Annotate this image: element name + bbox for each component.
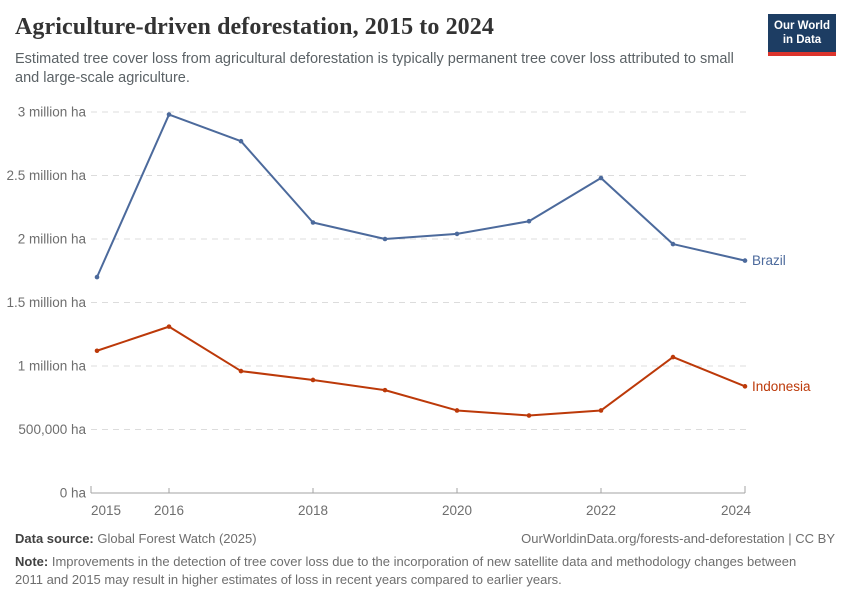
chart-subtitle: Estimated tree cover loss from agricultu… (15, 51, 734, 87)
data-point-indonesia-2023[interactable] (670, 354, 676, 360)
owid-link[interactable]: OurWorldinData.org/forests-and-deforesta… (521, 531, 785, 546)
series-line-brazil[interactable] (96, 113, 746, 278)
data-point-brazil-2019[interactable] (382, 236, 388, 242)
x-axis-label: 2022 (586, 503, 616, 518)
license-label: CC BY (795, 531, 835, 546)
line-chart[interactable]: 0 ha 500,000 ha 1 million ha 1.5 million ha… (0, 95, 850, 530)
footer-right: OurWorldinData.org/forests-and-deforesta… (521, 531, 835, 546)
data-point-brazil-2017[interactable] (238, 138, 244, 144)
x-axis-label: 2024 (721, 503, 752, 518)
data-point-indonesia-2019[interactable] (382, 387, 388, 393)
data-point-indonesia-2021[interactable] (526, 413, 532, 418)
owid-logo-line1: Our World (774, 20, 831, 32)
data-point-brazil-2016[interactable] (166, 112, 172, 117)
license-separator: | (784, 531, 796, 546)
y-axis-label: 3 million ha (18, 105, 87, 120)
y-axis-label: 2 million ha (18, 232, 87, 247)
data-point-brazil-2022[interactable] (598, 175, 604, 181)
x-axis-label: 2015 (91, 503, 121, 518)
data-source-value: Global Forest Watch (2025) (93, 531, 257, 546)
data-point-brazil-2018[interactable] (310, 220, 316, 225)
series-label-indonesia[interactable]: Indonesia (752, 379, 811, 394)
y-axis-label: 1.5 million ha (6, 295, 86, 310)
data-point-brazil-2020[interactable] (454, 231, 460, 237)
note-text: Improvements in the detection of tree co… (15, 554, 797, 587)
owid-logo: Our World in Data (768, 14, 836, 56)
chart-note: Note: Improvements in the detection of t… (15, 553, 821, 588)
data-point-indonesia-2020[interactable] (454, 408, 460, 413)
y-axis-label: 500,000 ha (18, 422, 86, 437)
chart-footer: Data source: Global Forest Watch (2025) … (15, 531, 835, 588)
data-point-indonesia-2016[interactable] (166, 324, 172, 329)
data-point-brazil-2015[interactable] (94, 274, 100, 280)
chart-title: Agriculture-driven deforestation, 2015 t… (15, 14, 494, 40)
series-line-indonesia[interactable] (96, 325, 746, 417)
y-axis-label: 0 ha (60, 486, 87, 501)
data-point-indonesia-2017[interactable] (238, 368, 244, 374)
x-axis-label: 2018 (298, 503, 328, 518)
data-point-brazil-2021[interactable] (526, 218, 532, 224)
note-label: Note: (15, 554, 49, 569)
owid-logo-line2: in Data (782, 34, 822, 47)
data-point-indonesia-2018[interactable] (310, 377, 316, 383)
x-axis-label: 2016 (154, 503, 184, 518)
y-axis-label: 2.5 million ha (6, 168, 86, 183)
x-axis-label: 2020 (442, 503, 472, 518)
data-point-indonesia-2015[interactable] (94, 348, 100, 354)
y-axis-label: 1 million ha (18, 359, 87, 374)
data-point-brazil-2023[interactable] (670, 241, 676, 247)
data-point-indonesia-2022[interactable] (598, 408, 604, 413)
data-point-brazil-2024[interactable] (742, 258, 748, 263)
series-label-brazil[interactable]: Brazil (752, 253, 786, 268)
data-point-indonesia-2024[interactable] (742, 384, 748, 389)
data-source: Data source: Global Forest Watch (2025) (15, 531, 257, 546)
data-source-label: Data source: (15, 531, 94, 546)
